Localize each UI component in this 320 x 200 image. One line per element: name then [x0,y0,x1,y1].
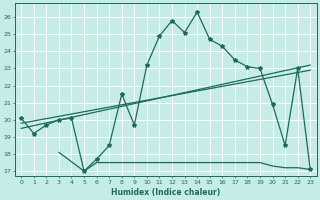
X-axis label: Humidex (Indice chaleur): Humidex (Indice chaleur) [111,188,220,197]
